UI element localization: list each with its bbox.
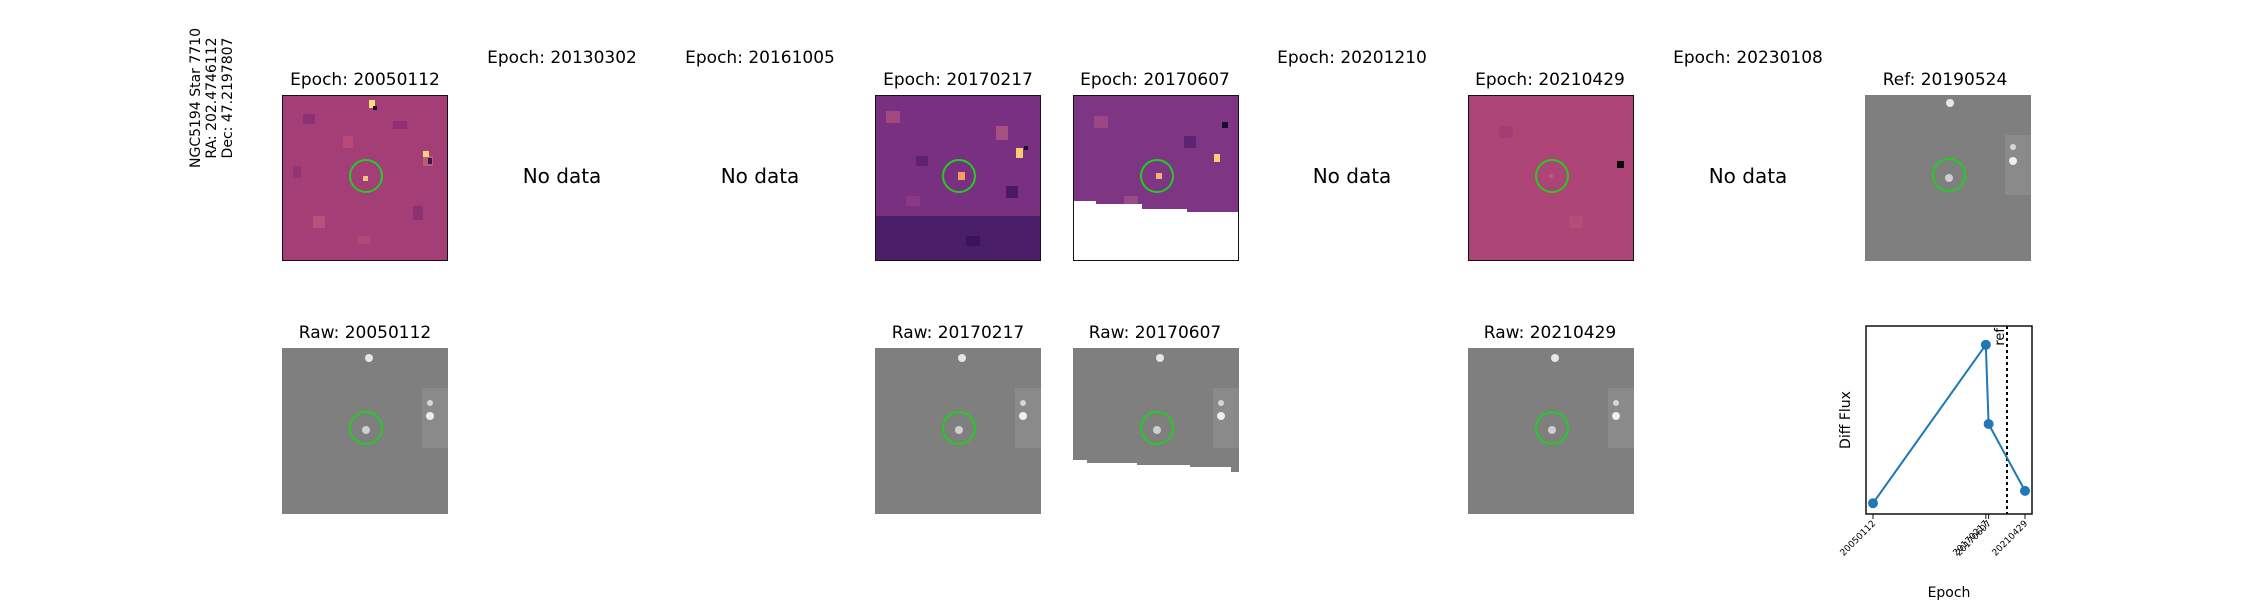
data-point-20210429 [2020, 485, 2030, 496]
epoch-title-20130302: Epoch: 20130302 [487, 48, 637, 68]
epoch-title-20230108: Epoch: 20230108 [1673, 48, 1823, 68]
ref-label: ref [1993, 328, 2008, 346]
data-point-20050112 [1868, 498, 1878, 509]
diff-flux-chart: Diff Flux Epoch ref 20050112 201702172017… [1838, 325, 2033, 600]
x-tick-label-20210429: 20210429 [1991, 519, 2031, 559]
x-axis-label: Epoch [1928, 585, 1971, 600]
raw-title-20210429: Raw: 20210429 [1483, 323, 1617, 343]
aperture-circle [1140, 411, 1174, 445]
diff-noise-texture [1094, 116, 1196, 206]
aperture-circle [942, 411, 976, 445]
aperture-circle [1932, 158, 1966, 192]
diff-image-20210429 [1468, 95, 1634, 261]
data-point-20170217 [1980, 339, 1991, 350]
aperture-circle [942, 159, 976, 193]
missing-data-mask [1073, 460, 1239, 514]
star-ra: RA: 202.4746112 [204, 37, 220, 159]
star-label: NGC5194 Star 7710 RA: 202.4746112 Dec: 4… [188, 18, 236, 178]
diff-image-20050112 [282, 95, 448, 261]
epoch-title-20201210: Epoch: 20201210 [1277, 48, 1427, 68]
diff-noise-texture [1499, 126, 1583, 228]
plot-frame [1865, 325, 2033, 515]
aperture-circle [1535, 159, 1569, 193]
series-line [1872, 341, 2026, 504]
data-point-20170607 [1983, 419, 1994, 429]
x-tick-label-20050112: 20050112 [1839, 519, 1878, 558]
raw-image-20170607 [1073, 348, 1239, 514]
diff-image-20170607 [1073, 95, 1239, 261]
no-data-20161005: No data [720, 164, 800, 188]
raw-title-20050112: Raw: 20050112 [298, 323, 432, 343]
x-tick-label-20170607: 20170607 [1954, 519, 1993, 558]
star-name: NGC5194 Star 7710 [188, 28, 204, 168]
y-axis-label: Diff Flux [1838, 391, 1854, 449]
aperture-circle [1140, 159, 1174, 193]
raw-image-20050112 [282, 348, 448, 514]
epoch-title-20170217: Epoch: 20170217 [883, 70, 1033, 90]
diff-image-20170217 [875, 95, 1041, 261]
epoch-title-20161005: Epoch: 20161005 [685, 48, 835, 68]
epoch-title-20050112: Epoch: 20050112 [290, 70, 440, 90]
missing-data-mask [1074, 201, 1238, 260]
no-data-20230108: No data [1708, 164, 1788, 188]
no-data-20201210: No data [1312, 164, 1392, 188]
diff-noise-texture [876, 111, 1040, 260]
star-dec: Dec: 47.2197807 [220, 37, 236, 159]
aperture-circle [1535, 411, 1569, 445]
no-data-20130302: No data [522, 164, 602, 188]
raw-image-20210429 [1468, 348, 1634, 514]
ref-title: Ref: 20190524 [1882, 70, 2008, 90]
aperture-circle [349, 159, 383, 193]
epoch-title-20210429: Epoch: 20210429 [1475, 70, 1625, 90]
ref-image-20190524 [1865, 95, 2031, 261]
raw-image-20170217 [875, 348, 1041, 514]
raw-title-20170607: Raw: 20170607 [1088, 323, 1222, 343]
raw-title-20170217: Raw: 20170217 [891, 323, 1025, 343]
epoch-title-20170607: Epoch: 20170607 [1080, 70, 1230, 90]
aperture-circle [349, 411, 383, 445]
